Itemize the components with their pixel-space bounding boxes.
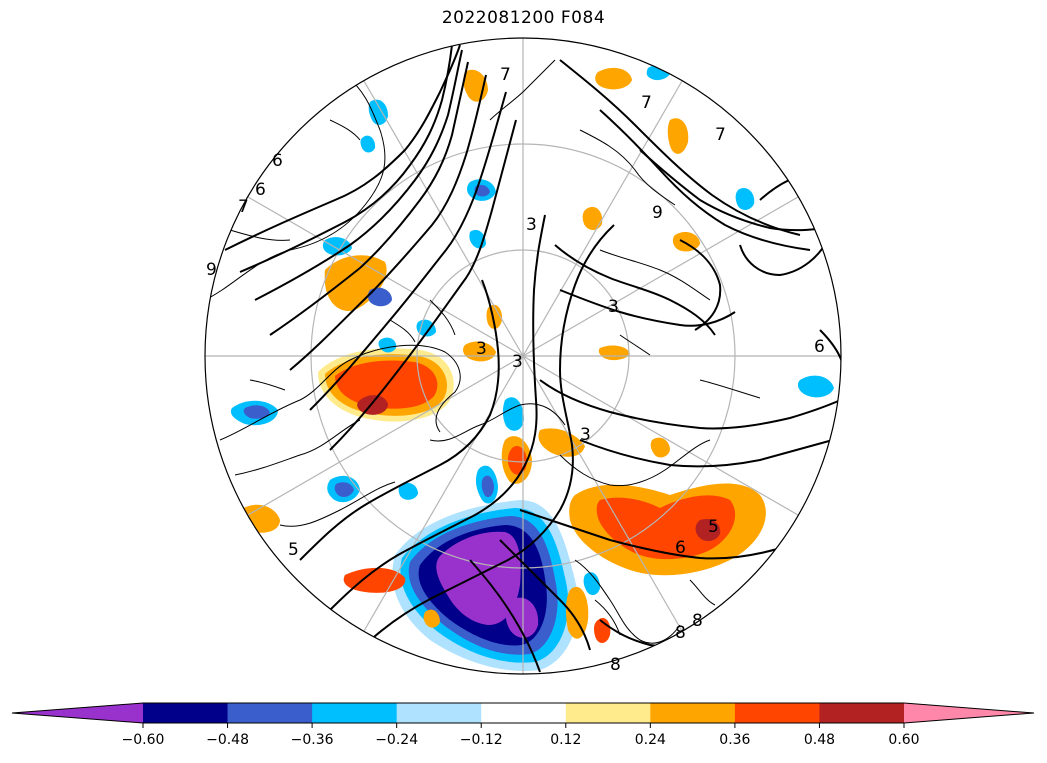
colorbar-bin [481,703,567,723]
height-contour [539,379,841,430]
contour-label: 3 [526,215,537,235]
contour-label: 3 [512,352,523,372]
negative-anomaly-region [481,475,494,498]
negative-anomaly-region [368,99,388,125]
contour-label: 3 [476,339,487,359]
positive-anomaly-region [565,586,589,639]
positive-anomaly-region [357,395,388,415]
colorbar-bin [819,703,905,723]
height-contours [224,44,841,673]
height-contour [309,91,507,411]
positive-anomaly-region [486,304,503,329]
graticule [205,38,841,674]
contour-label: 7 [715,125,726,145]
contour-label: 9 [206,260,217,280]
height-contour [679,239,722,331]
contour-label: 3 [608,297,619,317]
height-contour [329,214,546,611]
polar-map: 7 7 7 6 6 7 9 9 3 3 3 3 6 5 5 8 8 8 6 3 [204,37,842,675]
positive-anomaly-region [598,345,630,361]
colorbar-tick-label: −0.24 [375,732,418,748]
contour-label: 6 [814,337,825,357]
negative-anomaly-region [436,531,521,625]
negative-anomaly-region [502,397,524,431]
colorbar: −0.60 −0.48 −0.36 −0.24 −0.12 0.12 0.24 0.36 0.4… [11,702,1035,748]
colorbar-bin [396,703,482,723]
height-contour [299,279,500,561]
height-contour [329,119,517,451]
colorbar-tick-label: 0.24 [635,732,666,748]
negative-anomaly-region [735,187,755,210]
contour-label: 9 [652,203,663,223]
height-contour [554,244,716,336]
contour-label: 7 [500,65,511,85]
height-contour [224,44,461,251]
height-contour [239,44,453,273]
positive-anomaly-region [538,428,585,457]
positive-anomaly-region [650,437,670,458]
negative-anomaly-region [243,405,270,419]
negative-anomaly-region [360,135,376,153]
height-contour [519,509,791,560]
colorbar-tick-label: 0.12 [550,732,581,748]
anomaly-shading [230,65,834,671]
colorbar-tick-label: 0.60 [888,732,919,748]
height-contour [269,61,469,336]
colorbar-tick-label: −0.12 [460,732,503,748]
contour-label: 3 [580,425,591,445]
positive-anomaly-region [667,118,689,154]
height-contour [254,49,463,301]
contour-labels: 7 7 7 6 6 7 9 9 3 3 3 3 6 5 5 8 8 8 6 3 [206,65,825,675]
coastlines [205,59,761,644]
colorbar-extend-under [12,703,143,723]
contour-label: 6 [255,180,266,200]
negative-anomaly-region [583,572,600,596]
height-contour [579,437,841,468]
contour-label: 8 [692,611,703,631]
map-boundary [204,37,842,675]
colorbar-bin [650,703,736,723]
contour-label: 6 [675,538,686,558]
negative-anomaly-region [797,375,834,398]
colorbar-tick-label: −0.60 [122,732,165,748]
colorbar-bin [565,703,651,723]
negative-anomaly-region [505,597,539,638]
negative-anomaly-region [398,482,418,500]
positive-anomaly-region [582,206,603,230]
colorbar-extend-over [904,703,1034,723]
colorbar-tick-label: 0.48 [804,732,835,748]
map-title: 2022081200 F084 [441,8,606,28]
positive-anomaly-region [595,67,632,90]
positive-anomaly-region [423,609,440,628]
contour-label: 6 [272,151,283,171]
colorbar-bin [312,703,398,723]
contour-label: 7 [641,93,652,113]
height-contour [599,109,811,251]
colorbar-tick-label: −0.48 [206,732,249,748]
negative-anomaly-region [367,287,392,307]
height-contour [289,74,487,371]
negative-anomaly-region [334,482,354,498]
colorbar-tick-label: −0.36 [291,732,334,748]
colorbar-bin [227,703,313,723]
height-contour [469,559,541,673]
contour-label: 8 [675,623,686,643]
contour-label: 7 [238,197,249,217]
height-contour [499,539,591,651]
contour-label: 5 [708,517,719,537]
colorbar-bin [143,703,229,723]
height-contour [559,289,736,327]
height-contour [559,59,801,236]
contour-label: 8 [610,655,621,675]
height-contour [639,149,841,232]
positive-anomaly-region [507,445,527,475]
contour-label: 5 [288,540,299,560]
colorbar-tick-label: 0.36 [719,732,750,748]
positive-anomaly-region [695,518,721,542]
colorbar-bin [734,703,820,723]
